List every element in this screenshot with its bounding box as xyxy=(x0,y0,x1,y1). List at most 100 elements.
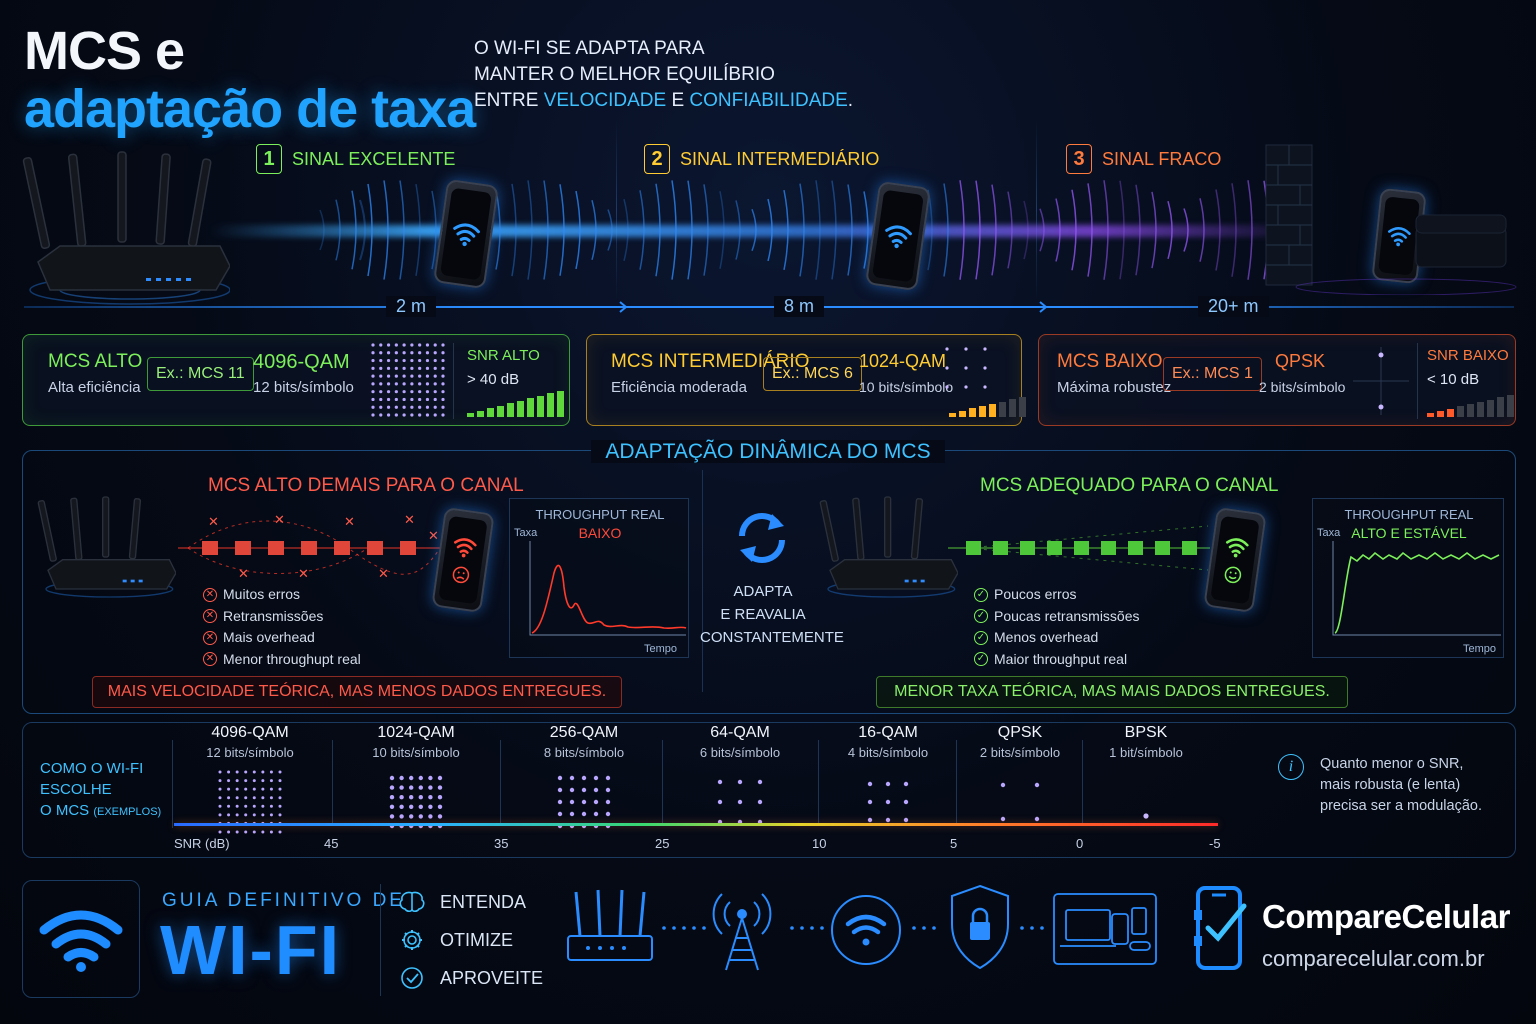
signal-bars xyxy=(1427,395,1514,417)
constellation-point xyxy=(964,366,968,370)
brand-url[interactable]: comparecelular.com.br xyxy=(1262,946,1485,971)
constellation-point xyxy=(418,405,422,409)
wifi-circle-icon xyxy=(831,895,901,965)
constellation-point xyxy=(235,787,239,791)
signal-wave xyxy=(431,190,437,270)
constellation-point xyxy=(581,775,587,781)
constellation-point xyxy=(269,804,273,808)
constellation-point xyxy=(394,382,398,386)
gear-icon xyxy=(402,930,422,950)
subtitle-line2: MANTER O MELHOR EQUILÍBRIO xyxy=(474,64,775,85)
constellation-point xyxy=(441,390,445,394)
constellation-point xyxy=(244,830,248,834)
constellation-point xyxy=(402,351,406,355)
constellation-point xyxy=(593,787,599,793)
constellation-point xyxy=(418,343,422,347)
throughput-graph-low: THROUGHPUT REAL BAIXO Taxa Tempo xyxy=(509,498,689,658)
constellation-point xyxy=(402,358,406,363)
signal-bar xyxy=(949,413,956,417)
constellation-4096 xyxy=(371,343,445,417)
arrow-right-icon xyxy=(1032,301,1048,313)
signal-wave xyxy=(655,183,661,277)
constellation-point xyxy=(402,390,406,394)
signal-wave xyxy=(1007,191,1013,269)
constellation-point xyxy=(278,813,282,817)
scale-label: COMO O WI-FI ESCOLHE O MCS (EXEMPLOS) xyxy=(40,758,161,823)
signal-wave xyxy=(1039,208,1045,252)
constellation-point xyxy=(227,770,231,774)
router-icon xyxy=(819,496,958,598)
list-item: ✓ Poucas retransmissões xyxy=(974,606,1140,628)
constellation-point xyxy=(244,787,248,791)
constellation-point xyxy=(394,351,398,355)
signal-wave xyxy=(751,208,757,252)
constellation-point xyxy=(441,343,445,347)
distance-label: 8 m xyxy=(774,296,825,317)
constellation-point xyxy=(593,811,599,817)
constellation-point xyxy=(235,804,239,808)
constellation-point xyxy=(437,775,443,781)
constellation-point xyxy=(433,374,437,378)
devices-icon xyxy=(1053,893,1157,965)
stage-number: 2 xyxy=(644,144,670,174)
constellation-point xyxy=(278,779,282,783)
constellation-diagram xyxy=(1143,813,1149,819)
constellation-point xyxy=(235,770,239,774)
snr-tick-label: 45 xyxy=(324,836,339,851)
constellation-point xyxy=(394,366,398,370)
constellation-point xyxy=(867,781,873,787)
packet xyxy=(202,541,218,555)
signal-wave xyxy=(1087,183,1093,277)
constellation-point xyxy=(269,830,273,834)
constellation-point xyxy=(252,796,256,800)
signal-bar xyxy=(487,408,494,417)
constellation-point xyxy=(371,343,375,347)
constellation-point xyxy=(227,787,231,791)
mcs-description: Alta eficiência xyxy=(48,379,141,396)
check-circle-icon: ✓ xyxy=(974,630,988,645)
constellation-point xyxy=(903,781,909,787)
throughput-curve-high xyxy=(1332,541,1501,636)
constellation-point xyxy=(394,358,398,363)
constellation-point xyxy=(389,775,395,781)
constellation-point xyxy=(218,796,222,800)
constellation-point xyxy=(945,347,949,351)
constellation-point xyxy=(441,405,445,409)
constellation-point xyxy=(269,779,273,783)
modulation-16-qam: 16-QAM 4 bits/símbolo xyxy=(823,724,953,760)
banner-more-data-delivered: MENOR TAXA TEÓRICA, MAS MAIS DADOS ENTRE… xyxy=(876,676,1348,708)
x-axis-label: Tempo xyxy=(644,643,678,655)
constellation-point xyxy=(418,366,422,370)
constellation-point xyxy=(441,351,445,355)
constellation-diagram xyxy=(717,779,763,825)
signal-wave xyxy=(815,180,821,280)
constellation-point xyxy=(433,351,437,355)
constellation-point xyxy=(433,390,437,394)
modulation-bpsk: BPSK 1 bit/símbolo xyxy=(1081,724,1211,760)
constellation-point xyxy=(379,366,383,370)
error-x-icon: ✕ xyxy=(208,515,219,530)
graph-title: THROUGHPUT REAL xyxy=(1344,507,1474,522)
signal-wave xyxy=(1199,198,1205,262)
snr-gradient-axis xyxy=(174,823,1218,826)
constellation-point xyxy=(371,351,375,355)
page-title-line2: adaptação de taxa xyxy=(24,79,476,139)
constellation-point xyxy=(386,397,391,402)
error-x-icon: ✕ xyxy=(274,513,285,528)
signal-wave xyxy=(559,184,565,276)
signal-bar xyxy=(1507,395,1514,417)
packet xyxy=(367,541,383,555)
phone-good-connection xyxy=(1203,507,1267,613)
signal-wave xyxy=(511,183,517,277)
constellation-point xyxy=(437,814,443,819)
constellation-point xyxy=(379,358,383,363)
modulation-divider xyxy=(956,740,957,824)
constellation-point xyxy=(379,343,383,347)
x-axis-label: Tempo xyxy=(1463,643,1497,655)
footer-item-label: APROVEITE xyxy=(440,967,544,988)
subtitle-line3: ENTRE VELOCIDADE E CONFIABILIDADE. xyxy=(474,88,853,114)
constellation-point xyxy=(269,787,273,791)
constellation-point xyxy=(218,770,222,774)
constellation-point xyxy=(557,775,563,781)
constellation-point xyxy=(569,811,575,817)
